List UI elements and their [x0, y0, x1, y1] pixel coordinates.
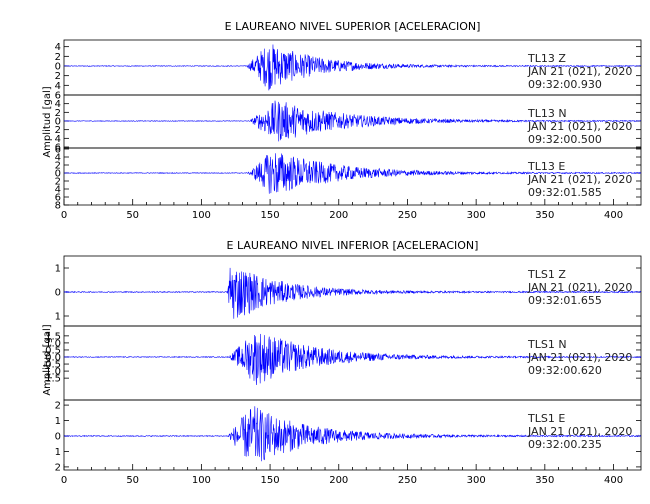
- y-tick-label: 2: [55, 462, 61, 473]
- date-label: JAN 21 (021), 2020: [527, 65, 632, 78]
- y-tick-label: 1.5: [45, 331, 61, 342]
- y-axis-label: Amplitud [gal]: [42, 86, 53, 157]
- date-label: JAN 21 (021), 2020: [527, 120, 632, 133]
- y-tick-label: 4: [55, 42, 61, 53]
- waveform-trace: [63, 44, 641, 91]
- y-tick-label: 0: [55, 62, 61, 73]
- waveform-trace: [63, 100, 642, 142]
- y-tick-label: 1: [55, 416, 61, 427]
- y-tick-label: 1: [55, 312, 61, 323]
- y-tick-label: 2: [55, 125, 61, 136]
- x-tick-label: 250: [398, 210, 417, 221]
- y-tick-label: 2: [55, 71, 61, 82]
- time-label: 09:32:00.235: [528, 438, 602, 451]
- station-label: TL13 Z: [527, 52, 566, 65]
- x-tick-label: 200: [329, 210, 348, 221]
- waveform-trace: [63, 153, 642, 194]
- y-tick-label: 4: [55, 153, 61, 164]
- x-tick-label: 400: [604, 475, 623, 486]
- station-label: TL13 E: [527, 160, 565, 173]
- y-tick-label: 0: [55, 117, 61, 128]
- station-label: TL13 N: [527, 107, 567, 120]
- chart-superior: E LAUREANO NIVEL SUPERIOR [ACELERACION] A…: [42, 20, 642, 221]
- date-label: JAN 21 (021), 2020: [527, 351, 632, 364]
- y-tick-label: 2: [55, 161, 61, 172]
- x-tick-label: 200: [329, 475, 348, 486]
- x-tick-label: 300: [467, 475, 486, 486]
- y-tick-label: 4: [55, 81, 61, 92]
- y-tick-label: 1: [55, 264, 61, 275]
- date-label: JAN 21 (021), 2020: [527, 425, 632, 438]
- x-tick-label: 50: [126, 210, 139, 221]
- date-label: JAN 21 (021), 2020: [527, 173, 632, 186]
- x-tick-label: 50: [126, 475, 139, 486]
- x-tick-label: 100: [192, 210, 211, 221]
- y-tick-label: 6: [55, 193, 61, 204]
- x-tick-label: 0: [61, 210, 67, 221]
- y-tick-label: 2: [55, 108, 61, 119]
- waveform-trace: [63, 333, 642, 386]
- y-tick-label: 2: [55, 177, 61, 188]
- y-tick-label: 1.5: [45, 374, 61, 385]
- x-tick-label: 350: [535, 475, 554, 486]
- chart-inferior: E LAUREANO NIVEL INFERIOR [ACELERACION] A…: [42, 239, 642, 486]
- y-tick-label: 0.5: [45, 360, 61, 371]
- y-tick-label: 6: [55, 91, 61, 102]
- y-tick-label: 0: [55, 288, 61, 299]
- x-tick-label: 350: [535, 210, 554, 221]
- y-tick-label: 8: [55, 201, 61, 212]
- y-tick-label: 2: [55, 52, 61, 63]
- y-tick-label: 4: [55, 134, 61, 145]
- y-tick-label: 1.0: [45, 338, 61, 349]
- x-tick-label: 400: [604, 210, 623, 221]
- y-axis-label: Amplitud [gal]: [42, 324, 53, 395]
- y-tick-label: 6: [55, 143, 61, 154]
- waveform-trace: [63, 267, 642, 319]
- x-tick-label: 0: [61, 475, 67, 486]
- y-tick-label: 0: [55, 432, 61, 443]
- y-tick-label: 0.5: [45, 345, 61, 356]
- y-tick-label: 4: [55, 99, 61, 110]
- time-label: 09:32:00.620: [528, 364, 602, 377]
- station-label: TLS1 Z: [527, 268, 566, 281]
- x-tick-label: 150: [261, 475, 280, 486]
- x-tick-label: 250: [398, 475, 417, 486]
- time-label: 09:32:00.930: [528, 78, 602, 91]
- x-tick-label: 150: [261, 210, 280, 221]
- x-tick-label: 100: [192, 475, 211, 486]
- x-tick-label: 300: [467, 210, 486, 221]
- time-label: 09:32:01.655: [528, 294, 602, 307]
- date-label: JAN 21 (021), 2020: [527, 281, 632, 294]
- y-tick-label: 6: [55, 145, 61, 156]
- y-tick-label: 0.0: [45, 353, 61, 364]
- time-label: 09:32:00.500: [528, 133, 602, 146]
- station-label: TLS1 E: [527, 412, 565, 425]
- y-tick-label: 1: [55, 447, 61, 458]
- y-tick-label: 0: [55, 169, 61, 180]
- chart-title: E LAUREANO NIVEL INFERIOR [ACELERACION]: [227, 239, 479, 252]
- chart-title: E LAUREANO NIVEL SUPERIOR [ACELERACION]: [225, 20, 481, 33]
- waveform-trace: [63, 406, 642, 462]
- station-label: TLS1 N: [527, 338, 567, 351]
- time-label: 09:32:01.585: [528, 186, 602, 199]
- y-tick-label: 4: [55, 185, 61, 196]
- y-tick-label: 1.0: [45, 367, 61, 378]
- y-tick-label: 2: [55, 401, 61, 412]
